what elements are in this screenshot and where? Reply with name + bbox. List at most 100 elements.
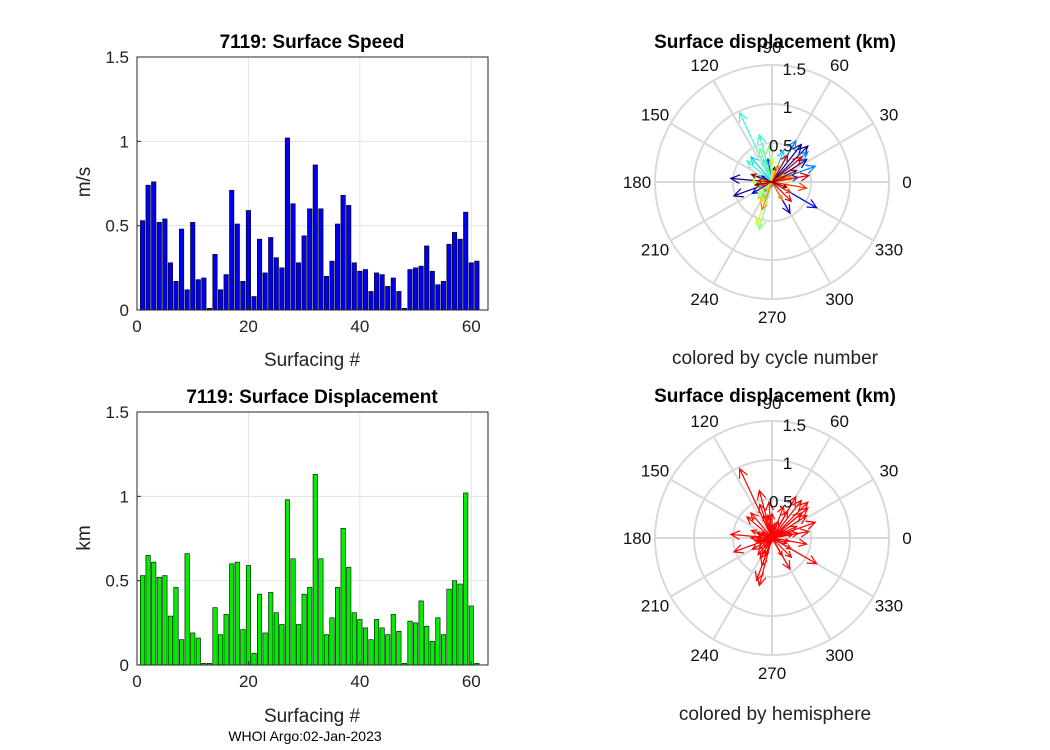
- displacement-arrow: [753, 181, 773, 187]
- polar-spoke: [771, 122, 874, 183]
- displacement-arrow: [757, 537, 773, 556]
- displacement-y-axis-label: km: [74, 525, 95, 550]
- bar: [251, 296, 257, 311]
- displacement-arrow: [758, 502, 773, 539]
- displacement-arrow: [771, 181, 793, 203]
- bar: [268, 237, 274, 311]
- speed-axes-box: [136, 56, 489, 311]
- bar: [407, 269, 413, 311]
- bar: [374, 272, 380, 311]
- x-tick-label: 20: [239, 672, 258, 691]
- bar: [218, 289, 224, 311]
- bar: [418, 600, 424, 666]
- bar: [374, 619, 380, 666]
- bar: [329, 260, 335, 311]
- bar: [273, 257, 279, 311]
- bar: [424, 245, 430, 311]
- bar: [329, 617, 335, 666]
- bar: [301, 235, 307, 311]
- theta-tick-label: 330: [875, 241, 903, 260]
- bar: [362, 627, 368, 666]
- displacement-arrow: [756, 534, 773, 540]
- bar: [223, 614, 229, 666]
- bar: [463, 492, 469, 666]
- bar: [424, 625, 430, 666]
- displacement-arrow: [771, 156, 803, 183]
- polar-displacement-hemisphere-chart: Surface displacement (km) 0 30 60 90 120 150 1…: [623, 386, 912, 725]
- bar: [396, 630, 402, 666]
- displacement-arrow: [745, 516, 773, 539]
- theta-tick-label: 180: [623, 173, 651, 192]
- displacement-arrow: [771, 172, 811, 183]
- theta-tick-label: 120: [690, 56, 718, 75]
- bar: [446, 243, 452, 311]
- bar: [429, 641, 435, 666]
- bar: [173, 281, 179, 311]
- bar: [245, 210, 251, 311]
- bar: [474, 260, 480, 311]
- bar: [390, 614, 396, 666]
- theta-tick-label: 0: [902, 173, 911, 192]
- x-tick-label: 60: [462, 672, 481, 691]
- y-tick-label: 1: [120, 487, 129, 506]
- bar: [251, 652, 257, 666]
- y-tick-label: 0: [120, 656, 129, 675]
- displacement-arrow: [760, 537, 773, 568]
- r-tick-label: 1.5: [782, 416, 806, 435]
- displacement-arrow: [768, 512, 776, 538]
- displacement-arrow: [760, 181, 773, 212]
- surface-speed-chart: 7119: Surface Speed 0 20 40 60 0 0.5 1 1.5 Surf…: [74, 32, 489, 371]
- bar: [140, 220, 146, 311]
- r-tick-label: 1.5: [782, 60, 806, 79]
- polar-hemisphere-caption: colored by hemisphere: [679, 704, 871, 725]
- bar: [212, 607, 218, 666]
- displacement-arrow: [771, 512, 803, 539]
- bar: [335, 223, 341, 311]
- theta-tick-label: 300: [825, 290, 853, 309]
- theta-tick-label: 60: [830, 412, 849, 431]
- displacement-arrow: [751, 181, 773, 194]
- polar-cycle-ticks: 0 30 60 90 120 150 180 210 240 270 300 330 0.5 1 1.5: [623, 38, 912, 327]
- displacement-chart-title: 7119: Surface Displacement: [186, 387, 438, 408]
- y-tick-label: 1.5: [105, 48, 129, 67]
- theta-tick-label: 90: [763, 38, 782, 57]
- y-tick-label: 1: [120, 132, 129, 151]
- bar: [151, 181, 157, 311]
- displacement-arrow: [771, 528, 811, 539]
- polar-displacement-cycle-chart: Surface displacement (km) 0 30 60 90 120 150 1…: [623, 32, 912, 369]
- theta-tick-label: 30: [879, 106, 898, 125]
- bar: [234, 561, 240, 666]
- bar: [240, 281, 246, 311]
- bar: [145, 184, 151, 311]
- bar: [351, 262, 357, 311]
- theta-tick-label: 150: [641, 106, 669, 125]
- bar: [446, 588, 452, 666]
- displacement-arrow: [757, 181, 773, 194]
- bar: [195, 279, 201, 311]
- bar: [390, 277, 396, 311]
- bar: [167, 615, 173, 666]
- displacement-arrow: [759, 181, 773, 204]
- displacement-arrow: [753, 537, 773, 543]
- bar: [179, 639, 185, 666]
- bar: [357, 270, 363, 311]
- polar-cycle-title: Surface displacement (km): [654, 32, 896, 53]
- bar: [379, 627, 385, 666]
- x-tick-label: 60: [462, 317, 481, 336]
- bar: [357, 619, 363, 666]
- displacement-arrow: [751, 537, 773, 550]
- bar: [290, 203, 296, 311]
- bar: [162, 218, 168, 311]
- theta-tick-label: 150: [641, 462, 669, 481]
- theta-tick-label: 330: [875, 597, 903, 616]
- x-tick-label: 0: [132, 317, 141, 336]
- displacement-arrow: [771, 509, 789, 539]
- bar: [290, 558, 296, 666]
- displacement-arrow: [771, 537, 788, 545]
- x-tick-label: 40: [350, 672, 369, 691]
- displacement-arrow: [771, 153, 789, 183]
- bar: [140, 575, 146, 666]
- displacement-arrow: [750, 529, 773, 539]
- bar: [262, 632, 268, 666]
